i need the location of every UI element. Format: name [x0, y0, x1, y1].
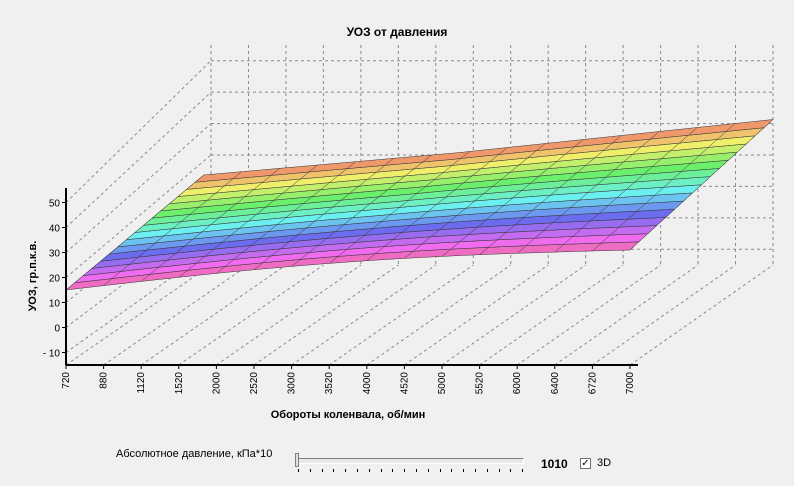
- surface-mesh-line: [629, 119, 774, 251]
- slider-tick: [498, 469, 500, 472]
- y-tick-label: 0: [54, 324, 60, 335]
- grid-line: [178, 264, 324, 366]
- y-tick-label: 40: [49, 224, 61, 235]
- x-tick-label: 3520: [324, 372, 335, 395]
- surface-mesh-line: [178, 164, 318, 278]
- surface-mesh-line: [479, 135, 622, 255]
- x-tick-label: 5000: [437, 372, 448, 395]
- slider-tick: [404, 469, 406, 472]
- slider-tick: [416, 469, 417, 472]
- grid-line: [554, 264, 699, 366]
- grid-line: [479, 264, 624, 366]
- grid-line: [629, 264, 774, 366]
- chart-axes: 50 40 30 20 10 0 - 10 720 880 1120 1520 2000 2520 300…: [43, 188, 638, 394]
- y-tick-label: - 10: [43, 349, 61, 360]
- x-tick-label: 1520: [174, 372, 185, 395]
- 3d-checkbox[interactable]: ✓: [580, 458, 591, 469]
- slider-tick: [463, 469, 465, 472]
- grid-line: [65, 154, 212, 278]
- x-tick-label: 3000: [287, 372, 298, 395]
- slider-tick: [427, 469, 429, 472]
- surface-mesh-line: [65, 174, 204, 291]
- x-tick-label: 2520: [249, 372, 260, 395]
- surface-mesh-line: [253, 158, 394, 270]
- grid-line: [65, 123, 212, 253]
- chart-title: УОЗ от давления: [347, 25, 448, 39]
- x-tick-label: 880: [99, 372, 110, 389]
- slider-tick: [486, 469, 488, 472]
- grid-line: [592, 264, 736, 366]
- slider-tick: [298, 469, 299, 472]
- x-axis-label: Обороты коленвала, об/мин: [271, 409, 426, 421]
- y-tick-label: 10: [49, 299, 61, 310]
- x-tick-label: 6000: [512, 372, 523, 395]
- surface-mesh-line: [216, 161, 356, 274]
- y-axis-label: УОЗ, гр.п.к.в.: [27, 241, 39, 312]
- grid-line: [404, 264, 549, 366]
- surface-mesh-line: [592, 123, 736, 252]
- surface-mesh-line: [441, 139, 584, 257]
- grid-line: [366, 264, 512, 366]
- x-tick-label: 4520: [399, 372, 410, 395]
- slider-tick: [392, 469, 394, 472]
- chart-surface: [65, 119, 774, 291]
- slider-tick: [510, 469, 512, 472]
- y-tick-label: 20: [49, 274, 61, 285]
- x-tick-label: 6720: [587, 372, 598, 395]
- y-tick-label: 30: [49, 249, 61, 260]
- surface-mesh-line: [517, 131, 660, 254]
- surface-mesh-line: [366, 147, 508, 261]
- surface-mesh-line: [554, 127, 698, 253]
- slider-tick: [522, 469, 524, 472]
- x-tick-label: 7000: [625, 372, 636, 395]
- pressure-label: Абсолютное давление, кПа*10: [116, 448, 273, 460]
- surface-mesh-line: [291, 154, 432, 267]
- pressure-slider-track[interactable]: [298, 458, 524, 464]
- grid-line: [253, 264, 399, 366]
- pressure-value: 1010: [541, 457, 568, 471]
- x-tick-label: 5520: [475, 372, 486, 395]
- slider-tick: [368, 469, 370, 472]
- grid-line: [216, 264, 362, 366]
- slider-tick: [321, 469, 323, 472]
- grid-line: [103, 264, 249, 366]
- surface-mesh-line: [404, 143, 546, 259]
- y-tick-label: 50: [49, 199, 61, 210]
- slider-tick: [309, 469, 311, 472]
- surface-mesh-line: [141, 168, 280, 282]
- 3d-checkbox-label: 3D: [597, 457, 612, 469]
- slider-tick: [439, 469, 441, 472]
- surface-mesh-line: [329, 151, 470, 264]
- x-tick-label: 2000: [211, 372, 222, 395]
- x-tick-label: 720: [61, 372, 72, 389]
- grid-line: [65, 264, 212, 366]
- surface-chart: 50 40 30 20 10 0 - 10 720 880 1120 1520 2000 2520 300…: [27, 25, 774, 421]
- slider-tick: [333, 469, 335, 472]
- slider-tick: [357, 469, 358, 472]
- x-tick-label: 6400: [550, 372, 561, 395]
- slider-tick: [475, 469, 476, 472]
- slider-tick: [345, 469, 347, 472]
- grid-line: [65, 60, 212, 203]
- grid-line: [516, 264, 661, 366]
- grid-line: [140, 264, 287, 366]
- surface-mesh-line: [103, 171, 242, 286]
- slider-tick: [380, 469, 382, 472]
- grid-line: [328, 264, 474, 366]
- slider-ticks: [298, 469, 524, 473]
- slider-tick: [451, 469, 453, 472]
- grid-line: [291, 264, 437, 366]
- pressure-slider-thumb[interactable]: [295, 453, 299, 467]
- grid-line: [441, 264, 586, 366]
- x-tick-label: 4000: [362, 372, 373, 395]
- x-tick-label: 1120: [136, 372, 147, 394]
